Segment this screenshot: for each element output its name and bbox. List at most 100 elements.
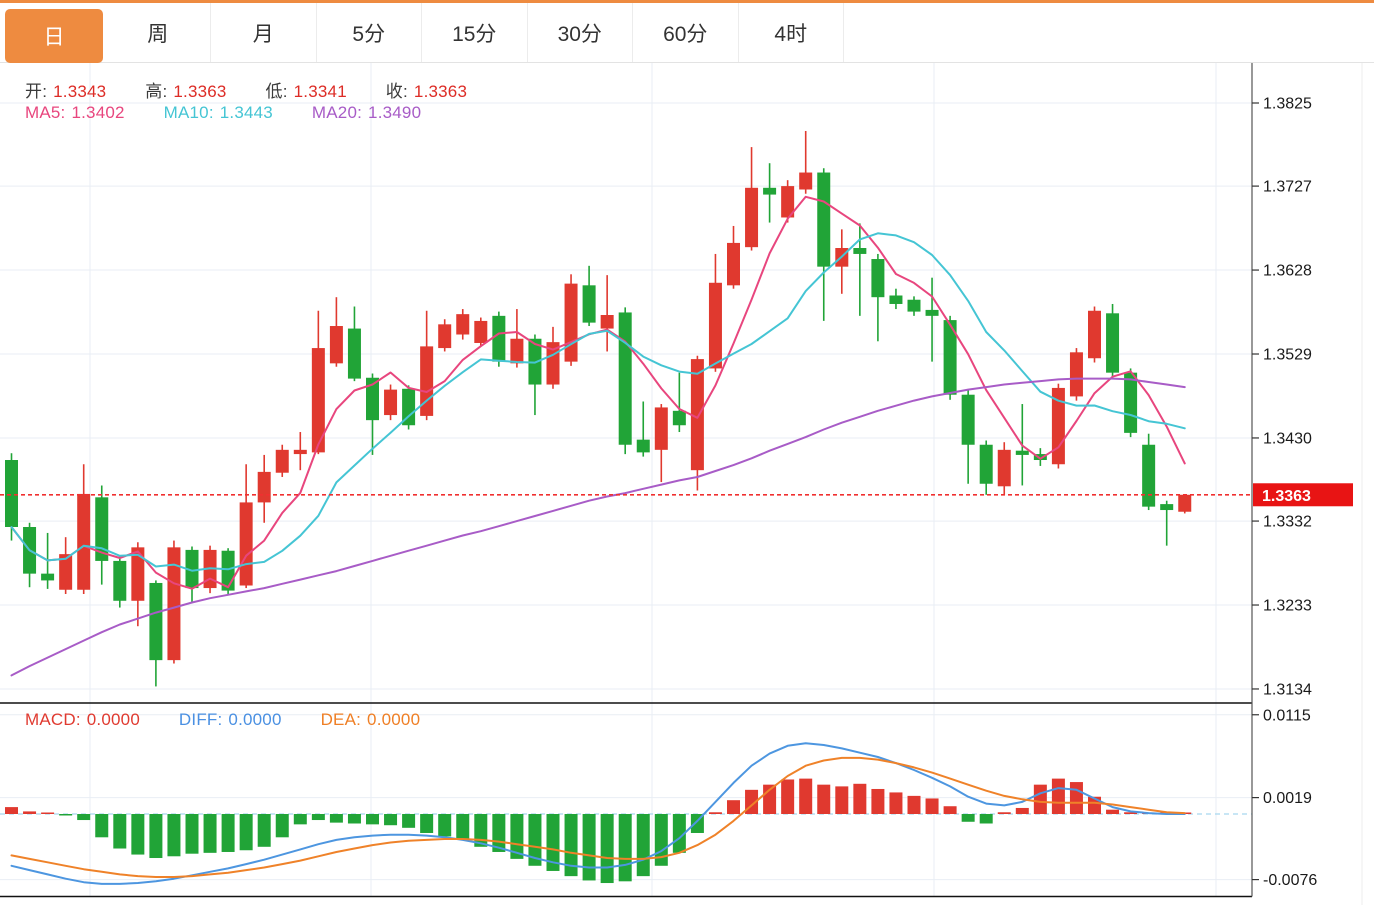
diff-value: 0.0000	[228, 710, 282, 729]
price-axis-label: 1.3628	[1263, 263, 1312, 280]
candle-down	[1142, 444, 1156, 507]
macd-bar-up	[817, 784, 831, 814]
current-price-value: 1.3363	[1262, 488, 1311, 505]
macd-bar-down	[384, 814, 398, 826]
candle-up	[239, 502, 253, 586]
candle-up	[781, 186, 795, 218]
candle-up	[600, 315, 614, 329]
tab-day-label: 日	[5, 9, 103, 63]
tab-5min[interactable]: 5分	[316, 3, 422, 62]
candle-up	[311, 348, 325, 453]
ma-legend: MA5: 1.3402 MA10: 1.3443 MA20: 1.3490	[25, 103, 427, 123]
candle-up	[77, 493, 91, 590]
ma20-line	[10, 377, 1186, 677]
macd-bar-down	[185, 814, 199, 854]
tab-4hour[interactable]: 4时	[738, 3, 844, 62]
macd-bar-down	[113, 814, 127, 849]
macd-bar-up	[23, 811, 37, 814]
ma5-label: MA5:	[25, 103, 66, 122]
ma20-value: 1.3490	[368, 103, 422, 122]
candle-down	[925, 309, 939, 316]
tab-month[interactable]: 月	[211, 3, 317, 62]
panel-frame	[0, 63, 1363, 905]
candle-up	[1088, 310, 1101, 359]
candle-up	[690, 359, 704, 471]
candle-up	[708, 282, 722, 369]
macd-bar-down	[221, 814, 235, 852]
macd-bar-down	[582, 814, 596, 881]
tab-30min[interactable]: 30分	[527, 3, 633, 62]
candle-up	[275, 449, 289, 473]
macd-bar-up	[781, 779, 795, 814]
dea-value: 0.0000	[367, 710, 421, 729]
tab-15min[interactable]: 15分	[422, 3, 528, 62]
macd-bar-down	[329, 814, 343, 823]
candle-up	[257, 471, 271, 503]
candlestick-series	[5, 130, 1192, 687]
candle-down	[636, 439, 650, 453]
candle-up	[474, 320, 488, 343]
macd-bar-down	[347, 814, 361, 824]
close-label: 收:	[385, 82, 408, 101]
macd-bar-down	[203, 814, 217, 853]
tab-60min[interactable]: 60分	[633, 3, 739, 62]
candle-up	[997, 449, 1011, 487]
macd-bar-down	[95, 814, 109, 838]
macd-bar-up	[1124, 812, 1138, 814]
ma10-value: 1.3443	[219, 103, 273, 122]
candle-up	[1069, 352, 1083, 397]
macd-bar-down	[59, 814, 73, 816]
macd-axis-label: 0.0019	[1263, 790, 1312, 807]
macd-bar-down	[564, 814, 578, 877]
candle-down	[817, 172, 831, 267]
candle-down	[366, 377, 379, 421]
candle-up	[438, 324, 452, 349]
macd-axis-label: -0.0076	[1263, 872, 1317, 889]
candle-up	[564, 283, 578, 362]
period-tabbar: 日 周 月 5分 15分 30分 60分 4时	[0, 3, 1374, 63]
candle-down	[95, 497, 109, 561]
macd-bar-down	[311, 814, 325, 821]
candle-up	[510, 338, 524, 364]
macd-bar-down	[293, 814, 307, 825]
candle-down	[1106, 313, 1120, 373]
macd-legend: MACD: 0.0000 DIFF: 0.0000 DEA: 0.0000	[25, 710, 426, 730]
price-axis-label: 1.3529	[1263, 347, 1312, 364]
price-axis-label: 1.3727	[1263, 179, 1312, 196]
macd-bar-down	[546, 814, 560, 871]
tab-week[interactable]: 周	[105, 3, 211, 62]
candle-up	[654, 407, 668, 450]
low-value: 1.3341	[293, 82, 347, 101]
candle-down	[889, 295, 903, 304]
macd-bar-down	[420, 814, 434, 833]
close-value: 1.3363	[413, 82, 468, 101]
macd-bar-up	[943, 806, 957, 814]
candle-down	[113, 560, 127, 601]
dea-label: DEA:	[320, 710, 362, 729]
macd-bar-down	[474, 814, 488, 847]
candle-down	[907, 299, 921, 312]
macd-bar-down	[961, 814, 975, 822]
candle-up	[745, 187, 759, 248]
macd-bar-down	[456, 814, 470, 840]
candle-up	[329, 326, 343, 364]
macd-bar-up	[799, 778, 813, 814]
macd-bar-up	[835, 786, 849, 814]
candle-down	[979, 444, 993, 484]
macd-bar-up	[889, 792, 903, 814]
tab-day[interactable]: 日	[0, 3, 106, 63]
macd-bar-up	[1051, 778, 1065, 814]
candle-up	[1051, 387, 1065, 465]
candle-down	[672, 410, 686, 426]
price-axis-label: 1.3233	[1263, 598, 1312, 615]
candle-up	[59, 554, 73, 590]
candle-up	[384, 389, 398, 416]
macd-bar-down	[257, 814, 271, 847]
macd-bar-up	[907, 795, 921, 814]
open-value: 1.3343	[53, 82, 107, 101]
candle-down	[402, 388, 416, 426]
high-value: 1.3363	[173, 82, 227, 101]
macd-bar-up	[1015, 807, 1029, 814]
price-axis-label: 1.3134	[1263, 681, 1312, 698]
